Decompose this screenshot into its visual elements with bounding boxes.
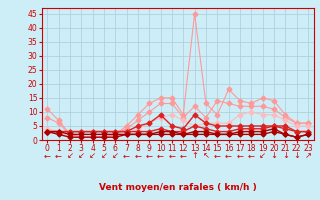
Text: ↗: ↗ [304, 151, 311, 160]
Text: ↑: ↑ [191, 151, 198, 160]
Text: ←: ← [248, 151, 255, 160]
Text: ↙: ↙ [89, 151, 96, 160]
Text: ↖: ↖ [203, 151, 209, 160]
Text: ←: ← [123, 151, 130, 160]
Text: ←: ← [180, 151, 187, 160]
Text: ←: ← [55, 151, 62, 160]
Text: ←: ← [134, 151, 141, 160]
Text: ↓: ↓ [270, 151, 277, 160]
Text: ←: ← [225, 151, 232, 160]
Text: ↓: ↓ [293, 151, 300, 160]
Text: ↙: ↙ [78, 151, 85, 160]
Text: ↙: ↙ [100, 151, 108, 160]
Text: Vent moyen/en rafales ( km/h ): Vent moyen/en rafales ( km/h ) [99, 183, 256, 192]
Text: ←: ← [157, 151, 164, 160]
Text: ↙: ↙ [259, 151, 266, 160]
Text: ↙: ↙ [112, 151, 119, 160]
Text: ←: ← [44, 151, 51, 160]
Text: ←: ← [236, 151, 244, 160]
Text: ←: ← [168, 151, 175, 160]
Text: ←: ← [146, 151, 153, 160]
Text: ←: ← [214, 151, 221, 160]
Text: ↓: ↓ [282, 151, 289, 160]
Text: ↙: ↙ [67, 151, 73, 160]
